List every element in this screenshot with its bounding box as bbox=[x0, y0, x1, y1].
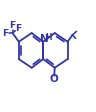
Text: N: N bbox=[40, 34, 49, 44]
Text: O: O bbox=[50, 74, 59, 84]
Text: F: F bbox=[10, 21, 16, 30]
Text: H: H bbox=[45, 32, 52, 42]
Text: F: F bbox=[2, 29, 8, 38]
Text: F: F bbox=[15, 24, 21, 33]
